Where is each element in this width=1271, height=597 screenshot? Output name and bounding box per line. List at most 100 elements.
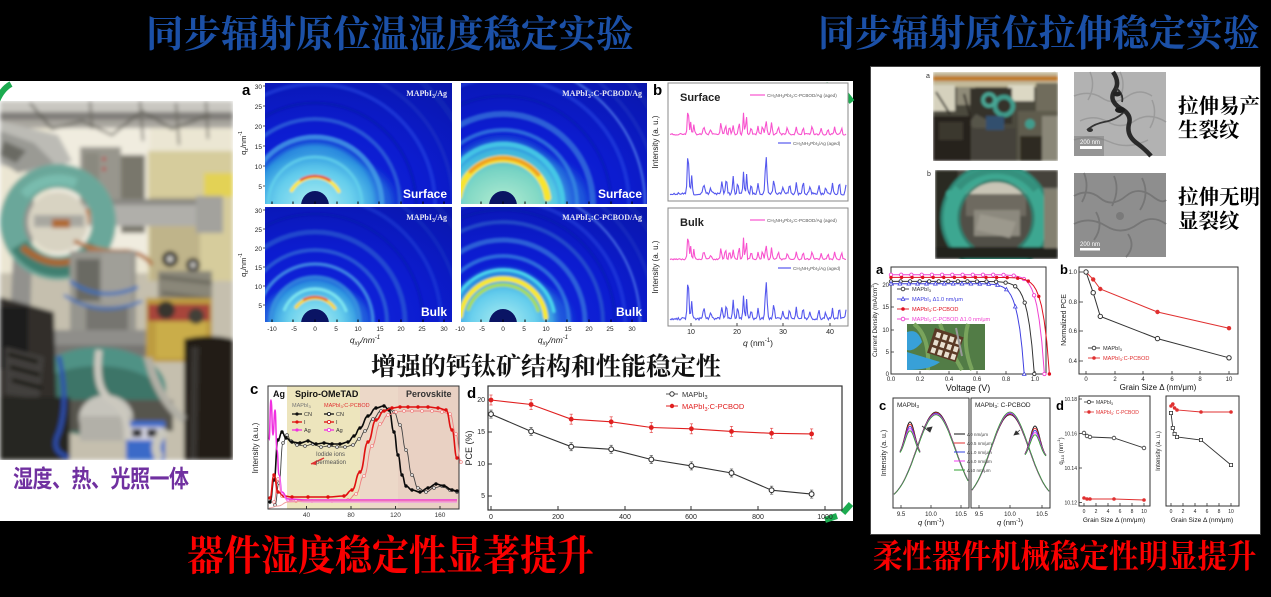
svg-text:0.6: 0.6 <box>1069 329 1078 335</box>
svg-text:80: 80 <box>347 512 355 519</box>
svg-text:Δ0 nm/μm: Δ0 nm/μm <box>967 432 988 437</box>
svg-text:0.6: 0.6 <box>973 377 982 383</box>
svg-text:0: 0 <box>313 326 317 333</box>
svg-text:20: 20 <box>733 329 741 336</box>
svg-text:10: 10 <box>542 326 550 333</box>
svg-text:10: 10 <box>687 329 695 336</box>
svg-text:25: 25 <box>255 104 263 111</box>
svg-text:10.16: 10.16 <box>1064 432 1077 438</box>
svg-text:10: 10 <box>255 164 263 171</box>
svg-text:5: 5 <box>334 326 338 333</box>
svg-text:5: 5 <box>522 326 526 333</box>
svg-text:Bulk: Bulk <box>616 305 642 319</box>
svg-text:0.4: 0.4 <box>945 377 954 383</box>
svg-text:Surface: Surface <box>598 187 642 201</box>
svg-text:4: 4 <box>1194 509 1197 515</box>
svg-text:MAPbI3:C-PCBOD: MAPbI3:C-PCBOD <box>324 403 370 409</box>
svg-text:Normalized PCE: Normalized PCE <box>1061 294 1068 346</box>
svg-text:20: 20 <box>477 397 485 404</box>
svg-text:30: 30 <box>255 208 263 215</box>
svg-text:b: b <box>1060 262 1068 277</box>
svg-text:CH3NH3PbI3/Ag (aged): CH3NH3PbI3/Ag (aged) <box>793 266 841 272</box>
svg-text:4: 4 <box>1107 509 1110 515</box>
svg-text:0: 0 <box>489 514 493 521</box>
svg-text:-5: -5 <box>291 326 297 333</box>
svg-text:0: 0 <box>1083 509 1086 515</box>
svg-text:MAPbI3: MAPbI3 <box>897 402 920 409</box>
svg-text:a: a <box>242 82 251 99</box>
svg-text:400: 400 <box>619 514 631 521</box>
svg-text:Iodide ions: Iodide ions <box>316 452 345 458</box>
svg-text:MAPbI3: MAPbI3 <box>1096 400 1113 406</box>
svg-text:CH3NH3PbI3:C-PCBOD/Ag (aged): CH3NH3PbI3:C-PCBOD/Ag (aged) <box>767 218 837 224</box>
svg-text:40: 40 <box>826 329 834 336</box>
svg-text:qxy/nm-1: qxy/nm-1 <box>350 335 380 347</box>
svg-text:10: 10 <box>1228 509 1234 515</box>
svg-text:Ag: Ag <box>273 389 285 399</box>
svg-text:15: 15 <box>255 144 263 151</box>
svg-text:b: b <box>927 171 931 178</box>
svg-text:120: 120 <box>390 512 401 519</box>
svg-text:200 nm: 200 nm <box>1080 140 1100 146</box>
svg-text:10.5: 10.5 <box>955 512 967 518</box>
svg-text:MAPbI3:C-PCBOD/Ag: MAPbI3:C-PCBOD/Ag <box>562 213 642 224</box>
svg-text:d: d <box>467 385 476 402</box>
svg-text:Δ5.0 nm/μm: Δ5.0 nm/μm <box>967 459 992 464</box>
svg-text:Intensity (a. u.): Intensity (a. u.) <box>651 240 660 293</box>
svg-text:Ag: Ag <box>304 428 311 434</box>
svg-text:20: 20 <box>255 246 263 253</box>
svg-text:Intensity (a.u.): Intensity (a.u.) <box>251 422 260 473</box>
svg-text:-10: -10 <box>267 326 277 333</box>
svg-text:0.0: 0.0 <box>887 377 896 383</box>
svg-text:6: 6 <box>1206 509 1209 515</box>
svg-text:0.8: 0.8 <box>1069 300 1078 306</box>
svg-text:MAPbI3: MAPbI3 <box>912 287 932 293</box>
svg-text:CN: CN <box>304 412 312 418</box>
svg-text:5: 5 <box>258 303 262 310</box>
svg-text:Current Density (mA/cm2): Current Density (mA/cm2) <box>870 283 879 357</box>
svg-text:q (nm-1): q (nm-1) <box>997 518 1024 527</box>
svg-text:2: 2 <box>1182 509 1185 515</box>
svg-text:I: I <box>336 420 338 426</box>
svg-text:Surface: Surface <box>403 187 447 201</box>
svg-text:-10: -10 <box>455 326 465 333</box>
svg-text:c: c <box>879 398 886 413</box>
svg-text:8: 8 <box>1218 509 1221 515</box>
svg-text:CH3NH3PbI3:C-PCBOD/Ag (aged): CH3NH3PbI3:C-PCBOD/Ag (aged) <box>767 93 837 99</box>
svg-text:q110 (nm-1): q110 (nm-1) <box>1056 437 1065 464</box>
svg-text:Intensity (a. u.): Intensity (a. u.) <box>1156 431 1162 471</box>
svg-text:9.5: 9.5 <box>975 512 984 518</box>
svg-text:a: a <box>876 262 884 277</box>
svg-text:1.0: 1.0 <box>1031 377 1040 383</box>
svg-text:30: 30 <box>440 326 448 333</box>
svg-text:Δ10 nm/μm: Δ10 nm/μm <box>967 468 991 473</box>
svg-text:15: 15 <box>477 429 485 436</box>
svg-text:10: 10 <box>255 284 263 291</box>
svg-text:MAPbI3: MAPbI3 <box>1103 346 1123 352</box>
svg-text:25: 25 <box>418 326 426 333</box>
svg-text:30: 30 <box>628 326 636 333</box>
svg-text:10.0: 10.0 <box>1004 512 1016 518</box>
svg-text:d: d <box>1056 398 1064 413</box>
svg-text:25: 25 <box>255 227 263 234</box>
svg-text:800: 800 <box>752 514 764 521</box>
svg-text:6: 6 <box>1170 377 1174 383</box>
svg-text:5: 5 <box>886 350 890 356</box>
svg-text:10.5: 10.5 <box>1036 512 1048 518</box>
svg-text:20: 20 <box>397 326 405 333</box>
svg-text:200: 200 <box>552 514 564 521</box>
svg-text:Grain Size Δ (nm/μm): Grain Size Δ (nm/μm) <box>1171 517 1233 524</box>
svg-text:10.18: 10.18 <box>1064 397 1077 403</box>
svg-text:0.4: 0.4 <box>1069 359 1078 365</box>
svg-text:Ag: Ag <box>336 428 343 434</box>
svg-text:20: 20 <box>882 283 889 289</box>
svg-text:MAPbI3:C-PCBOD/Ag: MAPbI3:C-PCBOD/Ag <box>562 89 642 100</box>
svg-text:a: a <box>926 73 930 80</box>
svg-text:qz/nm-1: qz/nm-1 <box>238 253 250 277</box>
svg-text:40: 40 <box>303 512 311 519</box>
svg-text:600: 600 <box>685 514 697 521</box>
svg-text:8: 8 <box>1198 377 1202 383</box>
svg-text:1.0: 1.0 <box>1069 270 1078 276</box>
svg-text:20: 20 <box>585 326 593 333</box>
svg-text:0: 0 <box>1170 509 1173 515</box>
